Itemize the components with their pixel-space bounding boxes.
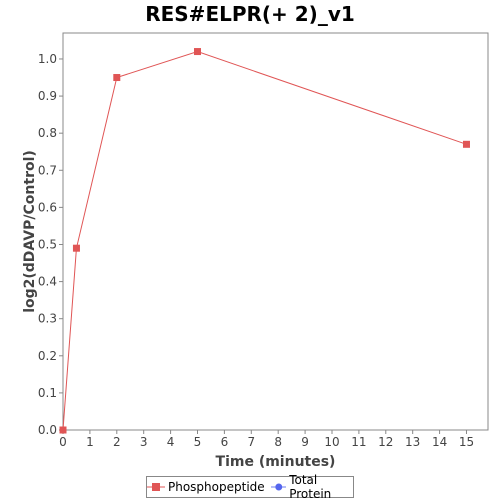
legend-swatch-phosphopeptide — [147, 483, 165, 491]
legend-item-total-protein: Total Protein — [270, 473, 353, 501]
legend-label-total-protein: Total Protein — [289, 473, 332, 501]
x-tick-label: 12 — [378, 435, 393, 449]
y-tick-label: 0.5 — [38, 237, 57, 251]
x-tick-label: 13 — [405, 435, 420, 449]
y-tick-label: 0.1 — [38, 386, 57, 400]
x-tick-label: 14 — [432, 435, 447, 449]
data-point — [72, 244, 80, 252]
x-tick-label: 0 — [59, 435, 67, 449]
y-tick-label: 0.7 — [38, 163, 57, 177]
y-tick-label: 0.9 — [38, 89, 57, 103]
x-tick-label: 5 — [194, 435, 202, 449]
data-point — [113, 74, 121, 82]
x-tick-label: 8 — [274, 435, 282, 449]
x-tick-label: 15 — [459, 435, 474, 449]
y-tick-label: 0.8 — [38, 126, 57, 140]
chart-title: RES#ELPR(+ 2)_v1 — [145, 2, 355, 26]
x-tick-label: 7 — [247, 435, 255, 449]
plot-frame — [62, 32, 489, 431]
data-point — [462, 140, 470, 148]
x-tick-label: 3 — [140, 435, 148, 449]
y-tick-label: 0.0 — [38, 423, 57, 437]
x-tick-label: 11 — [351, 435, 366, 449]
y-tick-label: 0.2 — [38, 349, 57, 363]
legend-swatch-total-protein — [270, 483, 287, 491]
y-tick-label: 1.0 — [38, 52, 57, 66]
x-tick-label: 6 — [221, 435, 229, 449]
data-point — [193, 48, 201, 56]
x-tick-label: 10 — [324, 435, 339, 449]
y-tick-label: 0.3 — [38, 312, 57, 326]
x-tick-label: 4 — [167, 435, 175, 449]
legend-item-phosphopeptide: Phosphopeptide — [147, 480, 265, 494]
y-axis-label: log2(dDAVP/Control) — [22, 150, 38, 313]
legend: Phosphopeptide Total Protein — [146, 473, 354, 501]
x-tick-label: 1 — [86, 435, 94, 449]
x-tick-label: 2 — [113, 435, 121, 449]
legend-label-phosphopeptide: Phosphopeptide — [168, 480, 265, 494]
x-axis-label: Time (minutes) — [216, 454, 336, 470]
y-tick-label: 0.6 — [38, 200, 57, 214]
x-tick-label: 9 — [301, 435, 309, 449]
data-point — [59, 426, 67, 434]
y-tick-label: 0.4 — [38, 275, 57, 289]
